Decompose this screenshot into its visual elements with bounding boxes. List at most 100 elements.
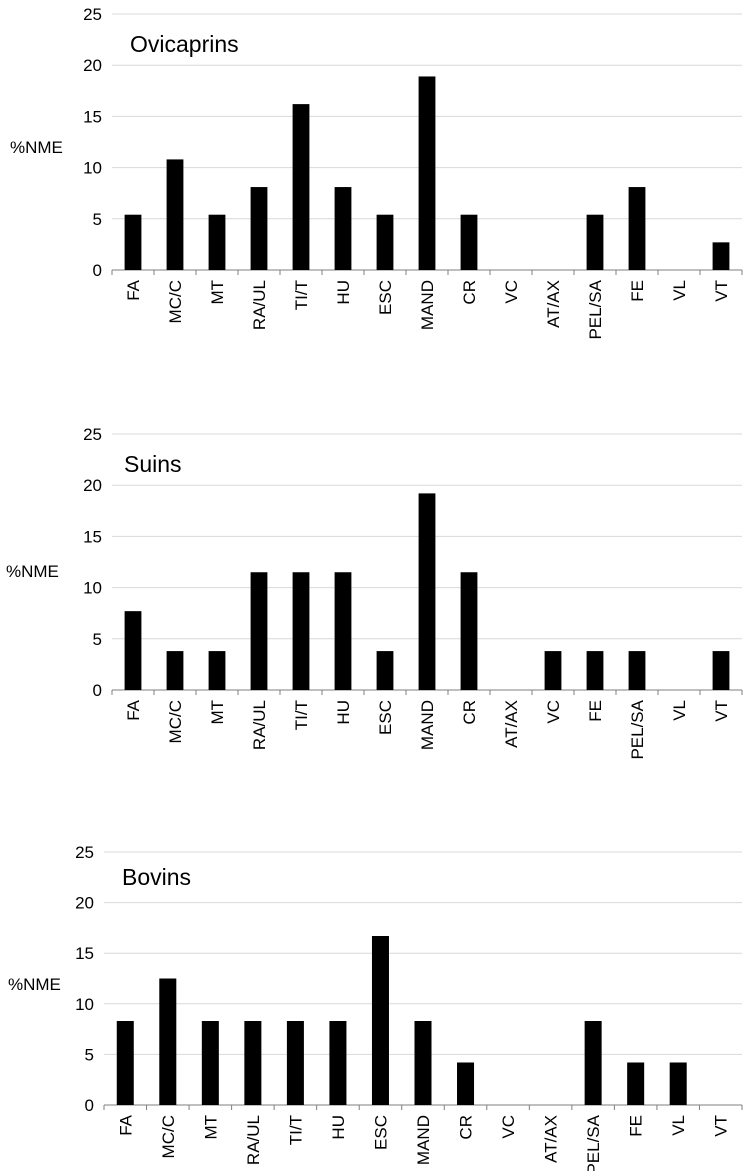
y-tick-label: 0 [93, 681, 102, 700]
bar-pel-sa [586, 214, 604, 270]
bar-fe [586, 651, 604, 690]
x-category-label: VT [712, 700, 731, 722]
x-category-label: FA [124, 279, 143, 300]
y-tick-label: 25 [83, 425, 102, 444]
bar-ti-t [286, 1021, 304, 1105]
y-tick-label: 10 [83, 579, 102, 598]
x-category-label: VC [499, 1115, 518, 1139]
bar-hu [329, 1021, 347, 1105]
bar-fe [628, 187, 646, 270]
bar-ra-ul [250, 572, 268, 690]
bar-fa [124, 611, 142, 690]
bar-mand [418, 493, 436, 690]
bar-mc-c [166, 159, 184, 270]
bar-fe [627, 1062, 645, 1105]
y-axis-label: %NME [10, 138, 63, 157]
bar-vt [712, 651, 730, 690]
bar-cr [457, 1062, 475, 1105]
y-tick-label: 5 [93, 630, 102, 649]
x-category-label: MT [208, 280, 227, 305]
x-category-label: VL [670, 280, 689, 301]
x-category-label: CR [460, 700, 479, 725]
x-category-label: CR [460, 280, 479, 305]
x-category-label: MT [201, 1115, 220, 1140]
x-category-label: MAND [414, 1115, 433, 1165]
x-category-label: CR [457, 1115, 476, 1140]
chart-title: Ovicaprins [130, 31, 239, 57]
x-category-label: HU [334, 280, 353, 305]
bar-esc [376, 651, 394, 690]
x-category-label: MC/C [166, 280, 185, 323]
x-category-label: MAND [418, 700, 437, 750]
bar-vl [669, 1062, 687, 1105]
bar-esc [371, 935, 389, 1105]
y-tick-label: 0 [93, 261, 102, 280]
x-category-label: ESC [376, 280, 395, 315]
bar-mand [414, 1021, 432, 1105]
y-tick-label: 15 [83, 527, 102, 546]
x-category-label: AT/AX [502, 700, 521, 748]
x-category-label: VL [669, 1115, 688, 1136]
bar-cr [460, 214, 478, 270]
x-category-label: FE [628, 280, 647, 302]
y-tick-label: 0 [85, 1096, 94, 1115]
bar-esc [376, 214, 394, 270]
x-category-label: VC [544, 700, 563, 724]
bar-mc-c [166, 651, 184, 690]
x-category-label: FA [124, 699, 143, 720]
bar-mt [208, 651, 226, 690]
y-tick-label: 15 [75, 944, 94, 963]
x-category-label: PEL/SA [584, 1114, 603, 1171]
y-tick-label: 20 [83, 476, 102, 495]
x-category-label: VC [502, 280, 521, 304]
y-tick-label: 5 [93, 210, 102, 229]
x-category-label: TI/T [292, 700, 311, 730]
bar-mc-c [159, 978, 177, 1105]
x-category-label: HU [329, 1115, 348, 1140]
bar-pel-sa [584, 1021, 602, 1105]
x-category-label: TI/T [292, 280, 311, 310]
x-category-label: PEL/SA [628, 699, 647, 759]
chart-panel-ovicaprins: 0 5 10 15 20 25 FA MC/C MT RA/UL TI/T HU ESC MAND CR VC… [10, 5, 743, 340]
x-category-label: FA [116, 1114, 135, 1135]
x-category-label: ESC [371, 1115, 390, 1150]
bar-ti-t [292, 572, 310, 690]
chart-panel-bovins: 0 5 10 15 20 25 FA MC/C MT RA/UL TI/T HU ESC MAND CR VC… [8, 843, 743, 1171]
x-category-label: MT [208, 700, 227, 725]
bar-pel-sa [628, 651, 646, 690]
y-tick-label: 10 [83, 159, 102, 178]
x-category-label: FE [586, 700, 605, 722]
x-category-label: RA/UL [250, 700, 269, 750]
chart-title: Suins [124, 451, 182, 477]
x-category-label: MC/C [159, 1115, 178, 1158]
bar-fa [124, 214, 142, 270]
x-category-label: VT [712, 1115, 731, 1137]
y-axis-label: %NME [6, 562, 59, 581]
chart-panel-suins: 0 5 10 15 20 25 FA MC/C MT RA/UL TI/T HU ESC MAND CR AT… [6, 425, 743, 760]
x-category-label: AT/AX [542, 1115, 561, 1163]
bar-ti-t [292, 104, 310, 270]
x-category-label: HU [334, 700, 353, 725]
x-category-label: ESC [376, 700, 395, 735]
bar-ra-ul [250, 187, 268, 270]
bar-ra-ul [244, 1021, 262, 1105]
x-category-label: PEL/SA [586, 279, 605, 339]
x-category-label: VL [670, 700, 689, 721]
bar-mand [418, 76, 436, 271]
x-category-label: FE [627, 1115, 646, 1137]
y-tick-label: 25 [75, 843, 94, 862]
bar-hu [334, 187, 352, 270]
bar-vt [712, 242, 730, 270]
x-category-label: RA/UL [250, 280, 269, 330]
y-tick-label: 20 [75, 894, 94, 913]
bar-hu [334, 572, 352, 690]
chart-title: Bovins [122, 864, 191, 890]
y-axis-label: %NME [8, 975, 61, 994]
x-category-label: RA/UL [244, 1115, 263, 1165]
bar-cr [460, 572, 478, 690]
bar-mt [208, 214, 226, 270]
bar-mt [201, 1021, 219, 1105]
bar-fa [116, 1021, 134, 1105]
x-category-label: MAND [418, 280, 437, 330]
